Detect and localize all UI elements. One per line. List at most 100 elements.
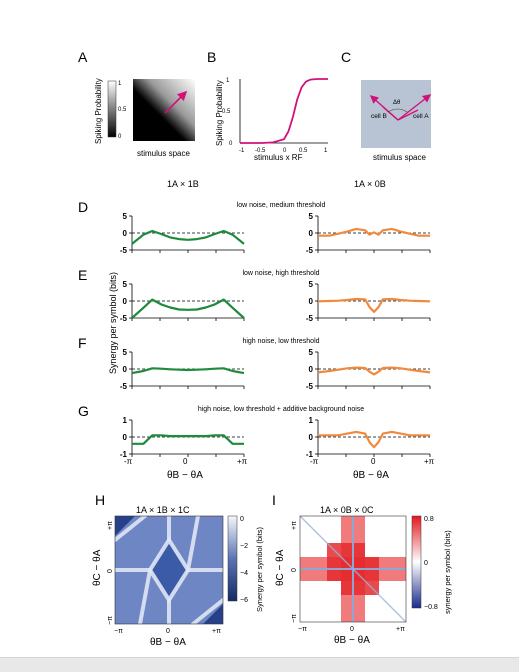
panel-i-cbar-tick: 0 xyxy=(424,560,428,567)
row-ytick: 5 xyxy=(309,212,314,221)
row-ytick: 5 xyxy=(309,280,314,289)
row-plot-right: 5 0 -5 xyxy=(306,280,431,323)
column-title-right: 1A × 0B xyxy=(354,179,386,189)
panel-i-diagonal xyxy=(300,516,406,622)
panel-h-cbar-tick: 0 xyxy=(240,516,244,523)
row-subtitle: high noise, low threshold xyxy=(242,338,319,345)
panel-a-letter: A xyxy=(78,49,88,65)
panel-h-heatmap xyxy=(115,516,223,624)
row-ytick: -5 xyxy=(120,314,128,323)
synergy-curve-left xyxy=(131,298,245,319)
row-ytick: 5 xyxy=(123,280,128,289)
row-ytick: 0 xyxy=(123,297,128,306)
figure-canvas: A 1 0.5 0 Spiking Probability stimulus s… xyxy=(78,49,452,648)
panel-c-arrow-cell-b xyxy=(369,95,399,121)
panel-h-xtick: 0 xyxy=(166,628,170,635)
panel-h-xtick: −π xyxy=(114,628,123,635)
panel-i-xtick: 0 xyxy=(350,626,354,633)
panel-b-xtick: 0.5 xyxy=(299,148,308,154)
row-ytick: 0 xyxy=(309,433,314,442)
panel-c-angle-arc xyxy=(387,108,408,113)
row-plot-left: 1 0 -1 xyxy=(120,416,245,459)
panel-a-arrow xyxy=(164,90,188,114)
panel-i-cbar-tick: 0.8 xyxy=(424,516,434,523)
panel-a-cbar-tick: 1 xyxy=(118,81,122,87)
row-plot-left: 5 0 -5 xyxy=(120,348,245,391)
panel-b-xtick: 0 xyxy=(283,148,287,154)
panel-a-colorbar xyxy=(107,80,117,138)
panel-i-xlabel: θB − θA xyxy=(334,635,370,646)
xaxis-tick-left: -π xyxy=(124,457,133,466)
panel-c-letter: C xyxy=(341,49,351,65)
xaxis-tick-right: -π xyxy=(310,457,319,466)
panel-i-xtick: +π xyxy=(396,626,405,633)
panel-b-xtick: -0.5 xyxy=(255,148,266,154)
panel-h-corner xyxy=(115,516,135,536)
panel-c-xlabel: stimulus space xyxy=(373,153,426,162)
synergy-ylabel: Synergy per symbol (bits) xyxy=(108,272,118,374)
panel-i-title: 1A × 0B × 0C xyxy=(320,505,374,515)
row-plot-left: 5 0 -5 xyxy=(120,280,245,323)
panel-b-curve xyxy=(240,78,328,144)
row-ytick: -1 xyxy=(306,450,314,459)
row-subtitle: high noise, low threshold + additive bac… xyxy=(198,406,364,413)
row-ytick: 0 xyxy=(123,365,128,374)
panel-b-ytick: 0 xyxy=(229,141,233,147)
xaxis-label-left: θB − θA xyxy=(167,470,203,481)
panel-h-title: 1A × 1B × 1C xyxy=(136,505,190,515)
row-ytick: -5 xyxy=(306,382,314,391)
row-ytick: -5 xyxy=(120,382,128,391)
xaxis-tick-left: 0 xyxy=(183,457,188,466)
synergy-curve-left xyxy=(131,367,245,375)
xaxis-tick-right: +π xyxy=(424,457,435,466)
row-ytick: 0 xyxy=(309,229,314,238)
panel-i-colorbar xyxy=(411,515,422,609)
panel-b-plot xyxy=(239,78,328,144)
panel-i-xtick: −π xyxy=(298,626,307,633)
row-ytick: -5 xyxy=(120,246,128,255)
synergy-curve-right xyxy=(318,227,430,237)
panel-h-ylabel: θC − θA xyxy=(92,549,103,586)
panel-h-frame xyxy=(114,515,224,625)
panel-c-stimulus-space xyxy=(361,80,431,148)
row-ytick: 0 xyxy=(309,297,314,306)
panel-a-ylabel: Spiking Probability xyxy=(94,78,103,144)
row-subtitle: low noise, medium threshold xyxy=(237,202,326,209)
panel-c-cell-b-label: cell B xyxy=(371,113,387,120)
row-letter: D xyxy=(78,199,88,215)
panel-h-colorbar xyxy=(227,515,238,602)
row-plot-right: 5 0 -5 xyxy=(306,348,431,391)
panel-b-xtick: 1 xyxy=(324,148,328,154)
panel-h-ridge xyxy=(115,516,147,542)
panel-i-ytick: +π xyxy=(291,521,298,530)
row-letter: F xyxy=(78,335,87,351)
panel-i-ytick: 0 xyxy=(291,568,298,572)
panel-i-cbar-tick: −0.8 xyxy=(424,604,438,611)
panel-b-xtick: -1 xyxy=(239,148,245,154)
panel-h-xtick: +π xyxy=(212,628,221,635)
column-title-left: 1A × 1B xyxy=(167,179,199,189)
panel-i-cbar-label: synergy per symbol (bits) xyxy=(443,530,452,614)
panel-i-ytick: −π xyxy=(291,614,298,623)
row-ytick: 5 xyxy=(123,212,128,221)
synergy-curve-right xyxy=(318,430,430,449)
synergy-curve-right xyxy=(317,297,431,313)
panel-a-cbar-tick: 0 xyxy=(118,134,122,140)
synergy-curve-left xyxy=(131,229,245,245)
row-plot-right: 5 0 -5 xyxy=(306,212,431,255)
panel-h-ridge xyxy=(148,568,190,604)
panel-h-cbar-tick: −2 xyxy=(240,543,248,550)
panel-a-xlabel: stimulus space xyxy=(137,149,190,158)
panel-c-cell-a-label: cell A xyxy=(413,113,429,120)
row-ytick: -1 xyxy=(120,450,128,459)
xaxis-tick-right: 0 xyxy=(371,457,376,466)
panel-i-heatmap xyxy=(300,516,406,622)
xaxis-tick-left: +π xyxy=(237,457,248,466)
panel-b-ytick: 1 xyxy=(226,78,230,84)
panel-i-ylabel: θC − θA xyxy=(275,549,286,586)
panel-h-ridge xyxy=(138,568,152,624)
panel-b-letter: B xyxy=(207,49,216,65)
row-plot-right: 1 0 -1 xyxy=(306,416,431,459)
